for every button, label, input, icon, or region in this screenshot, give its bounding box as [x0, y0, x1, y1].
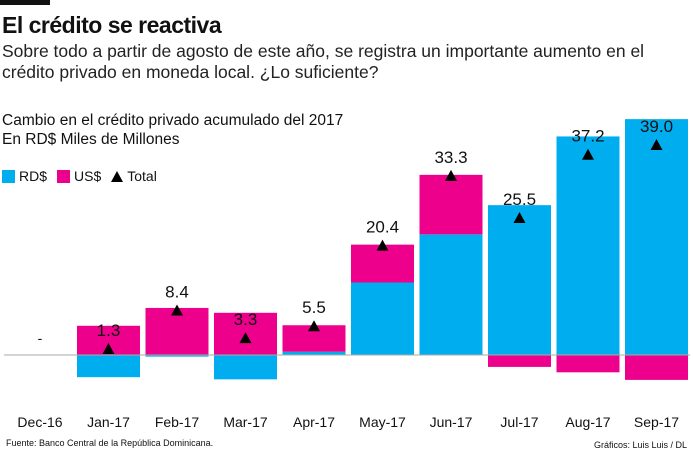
data-label: 33.3: [434, 148, 467, 167]
legend-label-us: US$: [74, 168, 102, 184]
bar-rd: [145, 355, 209, 357]
bar-rd: [419, 234, 483, 355]
legend: RD$ US$ Total: [2, 168, 157, 184]
total-marker: [445, 169, 457, 181]
x-tick-label: May-17: [359, 414, 406, 430]
bar-us: [556, 355, 620, 373]
total-marker: [650, 139, 663, 151]
bar-rd: [282, 351, 346, 355]
bar-rd: [556, 136, 620, 355]
bar-rd: [77, 355, 140, 378]
total-marker: [308, 320, 320, 332]
page-subtitle: Sobre todo a partir de agosto de este añ…: [2, 41, 645, 82]
data-label: 1.3: [97, 321, 121, 340]
data-label: 39.0: [640, 117, 673, 136]
x-tick-label: Jul-17: [500, 414, 538, 430]
total-marker: [171, 304, 183, 316]
x-tick-label: Jun-17: [430, 414, 473, 430]
bar-us: [145, 307, 209, 355]
bar-us: [488, 355, 551, 367]
bar-rd: [214, 355, 277, 380]
total-marker: [102, 342, 115, 354]
x-tick-label: Mar-17: [223, 414, 268, 430]
data-label: 25.5: [503, 190, 536, 209]
total-marker: [582, 148, 594, 160]
legend-triangle-icon: [111, 170, 124, 182]
chart-title-block: Cambio en el crédito privado acumulado d…: [2, 111, 343, 149]
total-marker: [376, 239, 389, 251]
data-label: 5.5: [302, 298, 326, 317]
x-tick-label: Aug-17: [565, 414, 610, 430]
data-label: 37.2: [571, 127, 604, 146]
top-rule: [0, 0, 50, 5]
legend-label-total: Total: [127, 168, 157, 184]
legend-swatch-rd: [2, 169, 15, 183]
source-note: Fuente: Banco Central de la República Do…: [6, 438, 214, 448]
bar-us: [351, 244, 414, 283]
data-label: -: [38, 330, 43, 346]
bar-us: [625, 355, 688, 380]
total-marker: [239, 332, 252, 344]
x-tick-label: Jan-17: [87, 414, 130, 430]
credit-note: Gráficos: Luis Luis / DL: [593, 440, 687, 450]
data-label: 3.3: [234, 310, 258, 329]
bar-us: [419, 174, 483, 235]
page-title: El crédito se reactiva: [2, 12, 222, 38]
x-tick-label: Apr-17: [293, 414, 335, 430]
total-marker: [513, 212, 526, 224]
x-tick-label: Sep-17: [634, 414, 679, 430]
chart-title: Cambio en el crédito privado acumulado d…: [2, 112, 344, 129]
data-label: 20.4: [366, 218, 399, 237]
x-tick-label: Dec-16: [17, 414, 62, 430]
bar-rd: [625, 119, 688, 356]
bar-rd: [351, 282, 414, 355]
legend-label-rd: RD$: [19, 168, 48, 184]
data-label: 8.4: [165, 283, 189, 302]
legend-swatch-us: [57, 169, 71, 183]
x-tick-label: Feb-17: [155, 414, 200, 430]
bar-rd: [488, 205, 551, 355]
chart-subtitle: En RD$ Miles de Millones: [2, 131, 180, 148]
